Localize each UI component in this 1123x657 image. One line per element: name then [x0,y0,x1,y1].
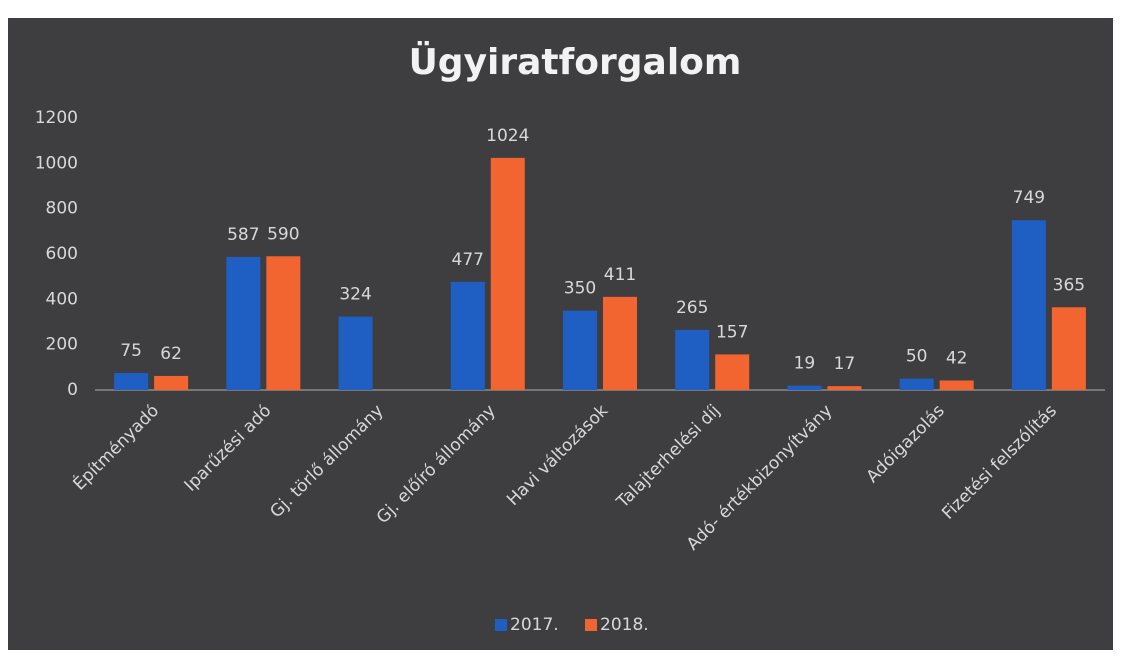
bar [114,373,149,390]
data-label: 265 [676,298,708,318]
legend-swatch [495,619,507,631]
bar [490,157,525,390]
data-label: 50 [906,347,928,367]
bar [1011,220,1046,390]
chart-background [8,18,1113,650]
bar [675,329,710,390]
legend-swatch [585,619,597,631]
data-label: 411 [604,265,636,285]
bar [787,385,822,390]
y-tick-label: 600 [46,244,78,264]
data-label: 587 [227,225,259,245]
bar [154,375,189,390]
y-tick-label: 800 [46,199,78,219]
data-label: 75 [120,341,142,361]
bar [715,354,750,390]
bar [226,256,261,390]
y-tick-label: 1200 [35,108,78,128]
bar [1051,307,1086,390]
y-tick-label: 200 [46,335,78,355]
data-label: 365 [1053,275,1085,295]
data-label: 17 [834,354,856,374]
data-label: 1024 [486,126,529,146]
bar [338,316,373,390]
chart-title: Ügyiratforgalom [409,41,742,83]
data-label: 590 [267,224,299,244]
data-label: 749 [1013,188,1045,208]
bar [827,386,862,390]
data-label: 324 [339,285,371,305]
bar [939,380,974,390]
bar [266,256,301,390]
data-label: 350 [564,279,596,299]
y-tick-label: 1000 [35,153,78,173]
y-tick-label: 0 [67,380,78,400]
y-tick-label: 400 [46,289,78,309]
legend-label: 2017. [510,615,559,635]
data-label: 42 [946,348,968,368]
legend-label: 2018. [600,615,649,635]
data-label: 157 [716,322,748,342]
data-label: 19 [794,354,816,374]
bar [603,296,637,390]
bar [899,378,934,390]
bar [563,310,597,390]
data-label: 62 [160,344,182,364]
bar [450,281,485,390]
data-label: 477 [452,250,484,270]
